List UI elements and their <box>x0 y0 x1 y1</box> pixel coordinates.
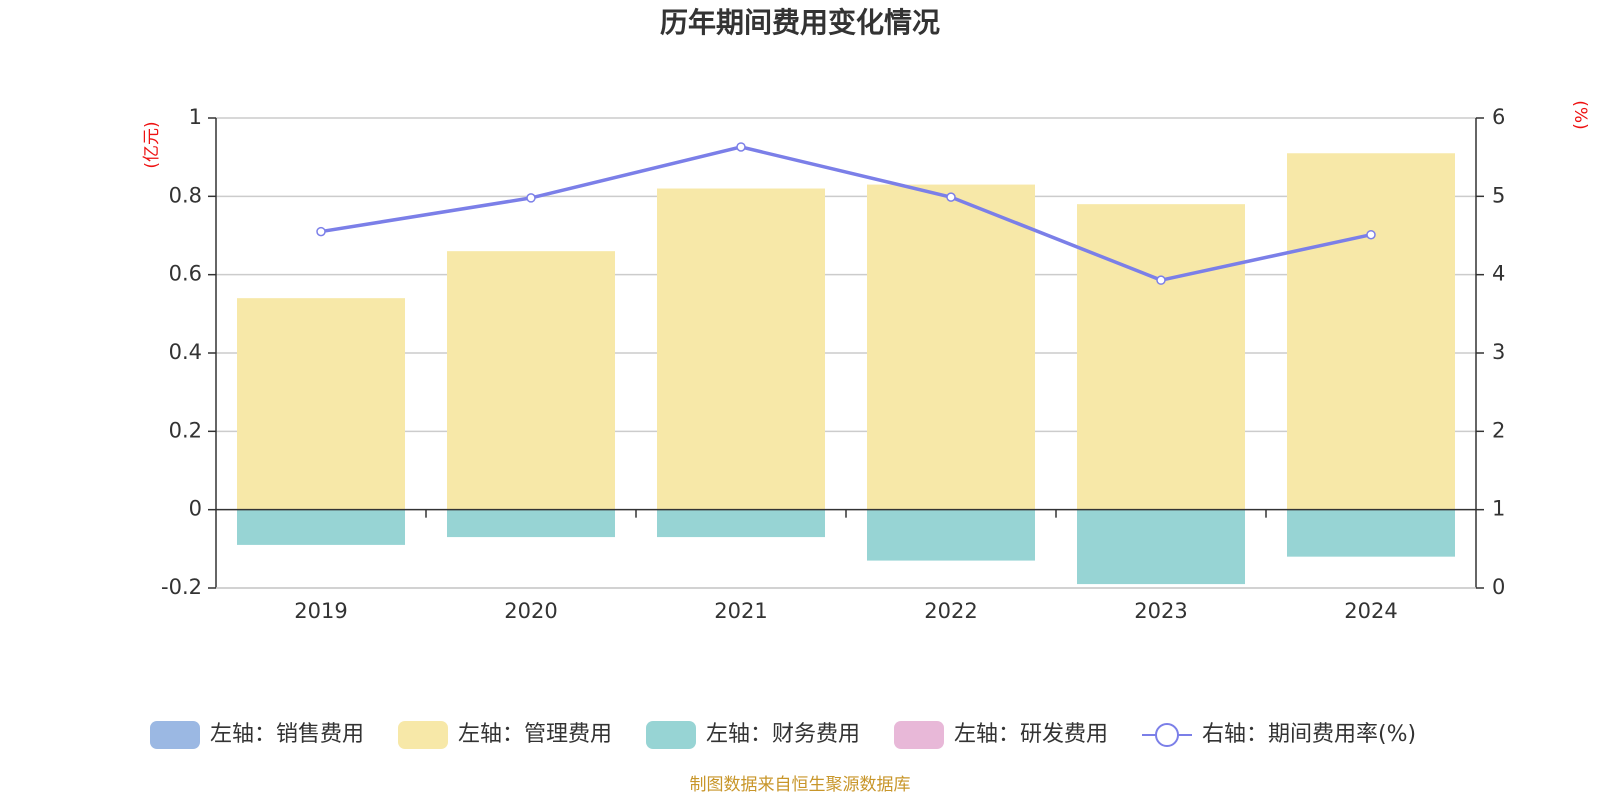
bar-左轴：财务费用-2023 <box>1077 509 1245 585</box>
x-tick-label: 2019 <box>294 599 347 623</box>
bar-左轴：管理费用-2024 <box>1287 153 1455 510</box>
bar-左轴：管理费用-2022 <box>867 184 1035 510</box>
right-axis-unit: (%) <box>1570 100 1590 129</box>
bar-左轴：财务费用-2021 <box>657 509 825 538</box>
left-tick-label: -0.2 <box>161 575 202 599</box>
data-source-note: 制图数据来自恒生聚源数据库 <box>690 775 911 795</box>
left-tick-label: 0.2 <box>169 418 202 442</box>
legend-label: 左轴：管理费用 <box>458 722 612 747</box>
x-tick-label: 2024 <box>1344 599 1397 623</box>
bar-左轴：管理费用-2021 <box>657 188 825 510</box>
bar-左轴：管理费用-2023 <box>1077 204 1245 510</box>
expense-rate-line <box>316 142 1376 285</box>
legend-swatch <box>398 721 448 749</box>
legend-label: 左轴：研发费用 <box>954 722 1108 747</box>
rate-point-2023 <box>1156 275 1166 285</box>
legend-swatch <box>894 721 944 749</box>
legend-swatch <box>150 721 200 749</box>
rate-point-2022 <box>946 192 956 202</box>
left-tick-label: 0.4 <box>169 340 202 364</box>
bar-左轴：管理费用-2019 <box>237 298 405 510</box>
bar-左轴：财务费用-2022 <box>867 509 1035 561</box>
left-axis-unit: (亿元) <box>142 121 162 168</box>
x-tick-label: 2020 <box>504 599 557 623</box>
rate-point-2024 <box>1366 229 1376 240</box>
x-tick-label: 2023 <box>1134 599 1187 623</box>
legend-label: 左轴：销售费用 <box>210 722 364 747</box>
left-tick-label: 0.8 <box>169 183 202 207</box>
rate-point-2019 <box>316 226 326 237</box>
bar-左轴：财务费用-2019 <box>237 509 405 545</box>
right-tick-label: 4 <box>1492 262 1505 286</box>
left-tick-label: 1 <box>189 105 202 129</box>
x-tick-label: 2022 <box>924 599 977 623</box>
right-tick-label: 5 <box>1492 183 1505 207</box>
right-tick-label: 3 <box>1492 340 1505 364</box>
legend-label: 左轴：财务费用 <box>706 722 860 747</box>
axes: 1 0.8 0.6 0.4 0.2 0 -0.2 6 5 4 3 2 1 0 2019 2020 2021 202… <box>161 105 1505 623</box>
rate-line-path <box>320 145 1372 282</box>
bar-左轴：管理费用-2020 <box>447 251 615 510</box>
right-tick-label: 2 <box>1492 418 1505 442</box>
legend: 左轴：销售费用 左轴：管理费用 左轴：财务费用 左轴：研发费用 右轴：期间费用率(%) <box>150 721 1416 749</box>
right-tick-label: 6 <box>1492 105 1505 129</box>
legend-swatch <box>646 721 696 749</box>
rate-point-2020 <box>526 193 536 203</box>
left-tick-label: 0 <box>189 497 202 521</box>
legend-marker-swatch <box>1155 723 1179 747</box>
chart-title: 历年期间费用变化情况 <box>660 6 940 39</box>
right-tick-label: 0 <box>1492 575 1505 599</box>
bar-左轴：财务费用-2020 <box>447 509 615 538</box>
x-tick-label: 2021 <box>714 599 767 623</box>
rate-point-2021 <box>736 142 746 152</box>
left-tick-label: 0.6 <box>169 262 202 286</box>
bar-左轴：财务费用-2024 <box>1287 509 1455 557</box>
bar-series <box>237 153 1455 585</box>
right-tick-label: 1 <box>1492 497 1505 521</box>
legend-label: 右轴：期间费用率(%) <box>1202 722 1416 747</box>
